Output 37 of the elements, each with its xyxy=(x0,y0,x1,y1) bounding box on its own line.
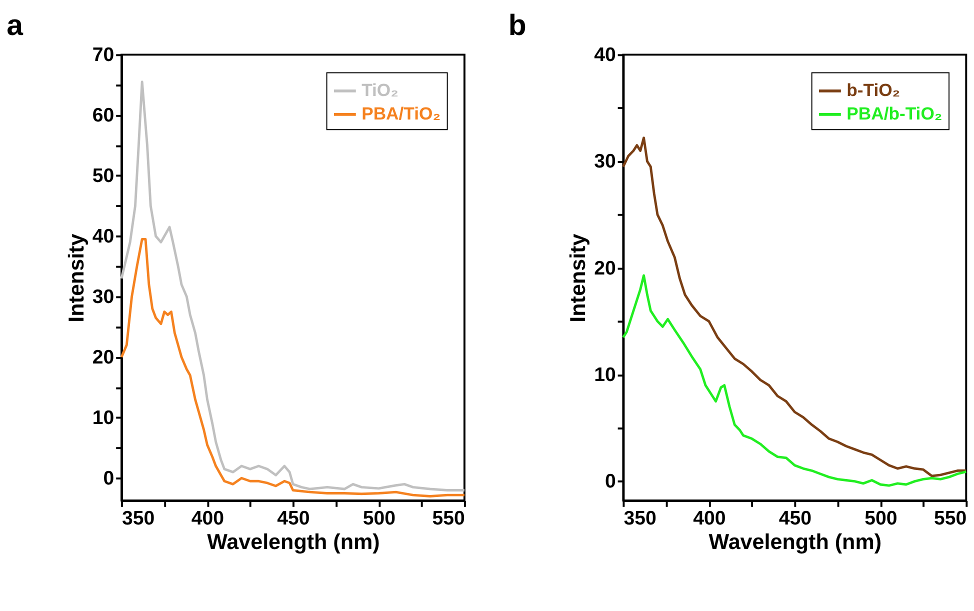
line-series xyxy=(120,238,466,498)
y-axis-title: Intensity xyxy=(565,234,590,322)
x-tick-label: 350 xyxy=(122,508,155,530)
y-tick-label: 20 xyxy=(594,257,616,280)
x-tick-label: 500 xyxy=(362,508,396,530)
y-tick-label: 0 xyxy=(103,468,114,490)
y-axis-title: Intensity xyxy=(64,234,89,322)
x-tick-label: 350 xyxy=(624,508,656,530)
y-tick-label: 10 xyxy=(594,364,616,386)
y-tick-label: 40 xyxy=(92,226,114,248)
y-tick-label: 40 xyxy=(594,44,616,66)
x-tick-label: 500 xyxy=(864,508,898,530)
y-tick-label: 50 xyxy=(92,165,114,188)
x-tick-label: 400 xyxy=(191,508,224,530)
y-tick-label: 30 xyxy=(92,286,114,308)
y-tick-label: 60 xyxy=(92,104,114,127)
y-tick-label: 10 xyxy=(92,407,114,430)
line-series xyxy=(120,80,466,492)
legend-label: PBA/TiO₂ xyxy=(362,103,441,124)
y-tick-label: 0 xyxy=(604,470,616,493)
y-tick-label: 30 xyxy=(594,150,616,173)
x-tick-label: 450 xyxy=(277,508,310,530)
chart-title: a xyxy=(6,9,24,42)
y-tick-label: 20 xyxy=(92,346,114,369)
legend-label: PBA/b-TiO₂ xyxy=(846,103,942,124)
line-series xyxy=(622,136,968,478)
legend-label: b-TiO₂ xyxy=(846,80,900,100)
y-tick-label: 70 xyxy=(92,44,114,66)
x-tick-label: 550 xyxy=(934,508,967,530)
legend-label: TiO₂ xyxy=(362,80,398,100)
line-series xyxy=(622,274,968,487)
x-tick-label: 400 xyxy=(693,508,726,530)
x-tick-label: 450 xyxy=(778,508,812,530)
x-axis-title: Wavelength (nm) xyxy=(708,529,882,554)
x-axis-title: Wavelength (nm) xyxy=(207,529,380,554)
chart-title: b xyxy=(508,9,526,42)
x-tick-label: 550 xyxy=(432,508,466,530)
